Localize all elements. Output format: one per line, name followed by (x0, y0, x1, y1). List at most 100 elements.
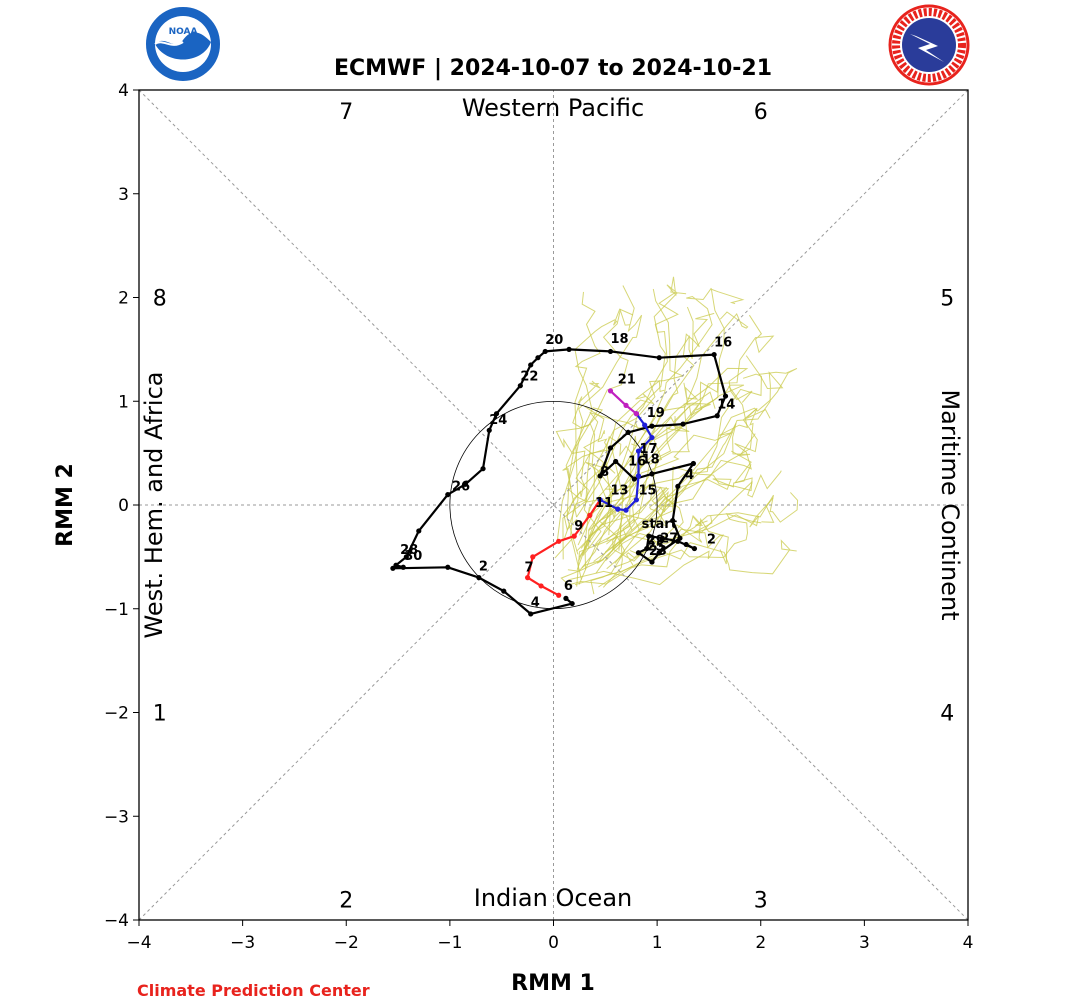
point-label: 26 (452, 479, 470, 494)
series-point (711, 351, 717, 358)
point-label: 21 (618, 373, 636, 388)
y-tick-label: −1 (104, 600, 129, 620)
series-point (587, 512, 593, 518)
x-tick-label: 2 (755, 933, 766, 953)
x-tick-label: −1 (437, 933, 462, 953)
series-point (530, 554, 536, 560)
point-label: 15 (638, 484, 656, 499)
ensemble-member-line (574, 539, 797, 586)
point-label: 30 (404, 549, 422, 564)
point-label: 25 (647, 540, 665, 555)
chart-title: ECMWF | 2024-10-07 to 2024-10-21 (334, 56, 772, 81)
noaa-logo-text: NOAA (169, 27, 198, 37)
series-point (445, 564, 451, 570)
series-point (571, 533, 577, 539)
point-label: 4 (685, 468, 694, 483)
series-point (556, 592, 562, 598)
point-label: 28 (400, 543, 418, 558)
point-label: 4 (531, 596, 540, 611)
footer-credit: Climate Prediction Center (137, 981, 370, 1000)
series-point (476, 575, 482, 581)
point-label: 13 (610, 484, 628, 499)
phase-label: 5 (940, 287, 954, 312)
grid (138, 89, 969, 921)
ensemble-member-line (563, 291, 601, 542)
y-tick-label: 2 (118, 289, 129, 309)
series-point (714, 413, 720, 419)
series-point (569, 600, 575, 607)
ensemble-member-line (579, 288, 685, 536)
point-label: 27 (660, 531, 678, 546)
noaa-logo: NOAA (144, 5, 222, 83)
ensemble-member-line (578, 464, 752, 558)
phase-label: 6 (754, 100, 768, 125)
series-point (625, 429, 631, 435)
y-tick-label: 4 (118, 81, 129, 101)
point-label: 29 (647, 533, 665, 548)
x-tick-label: 1 (652, 933, 663, 953)
ensemble-member-line (582, 435, 637, 556)
point-label: 2 (707, 532, 716, 547)
point-label: 9 (574, 519, 583, 534)
series-point (649, 423, 655, 429)
series-point (528, 362, 534, 368)
x-tick-label: 0 (548, 933, 559, 953)
ensemble-member-line (576, 276, 687, 518)
series-point (556, 538, 562, 544)
ensemble-member-line (595, 423, 756, 574)
region-label-top: Western Pacific (462, 94, 644, 122)
series-point (535, 355, 541, 361)
ensemble-member-line (576, 485, 670, 587)
nws-logo (888, 4, 970, 86)
ensemble-member-line (583, 306, 694, 549)
series-point (690, 460, 696, 467)
series-point (613, 458, 619, 465)
series-point (607, 388, 614, 394)
ensemble-member-line (566, 308, 631, 519)
phase-label: 7 (339, 100, 353, 125)
ensemble-members (554, 276, 799, 595)
series-point (670, 517, 676, 524)
point-label: 16 (628, 455, 646, 470)
point-label: 14 (717, 398, 735, 413)
ensemble-member-line (606, 314, 775, 541)
series-point (538, 583, 544, 589)
point-label: 20 (545, 333, 563, 348)
x-tick-label: 4 (963, 933, 974, 953)
phase-label: 2 (339, 888, 353, 913)
series-point (691, 545, 698, 552)
ensemble-member-line (606, 399, 716, 545)
labels-layer: start22446814161820222426283027292523791… (153, 100, 955, 914)
region-label-right: Maritime Continent (936, 389, 964, 620)
ensemble-member-line (565, 308, 634, 518)
y-tick-label: −4 (104, 911, 129, 931)
point-label: start (642, 517, 677, 532)
ensemble-member-line (576, 369, 720, 552)
series-point (607, 445, 614, 451)
x-tick-label: −2 (334, 933, 359, 953)
series-point (642, 422, 648, 428)
series-point (623, 402, 629, 408)
series-point (649, 559, 655, 565)
series-point (501, 588, 507, 594)
series-point (607, 348, 614, 355)
y-tick-label: 0 (118, 496, 129, 516)
ensemble-member-line (608, 292, 679, 536)
series-point (528, 611, 534, 617)
series-point (635, 550, 642, 556)
y-tick-label: 1 (118, 392, 129, 412)
ensemble-member-line (605, 517, 729, 565)
series-point (649, 434, 655, 441)
series-point (649, 471, 655, 477)
phase-label: 8 (153, 287, 167, 312)
point-label: 17 (640, 442, 658, 457)
series-point (680, 421, 686, 427)
x-axis-label: RMM 1 (511, 971, 595, 996)
point-label: 7 (524, 560, 533, 575)
ensemble-member-line (576, 384, 745, 570)
region-label-left: West. Hem. and Africa (140, 372, 168, 639)
series-point (656, 550, 662, 556)
series-point (659, 535, 665, 541)
series-point (480, 466, 486, 472)
